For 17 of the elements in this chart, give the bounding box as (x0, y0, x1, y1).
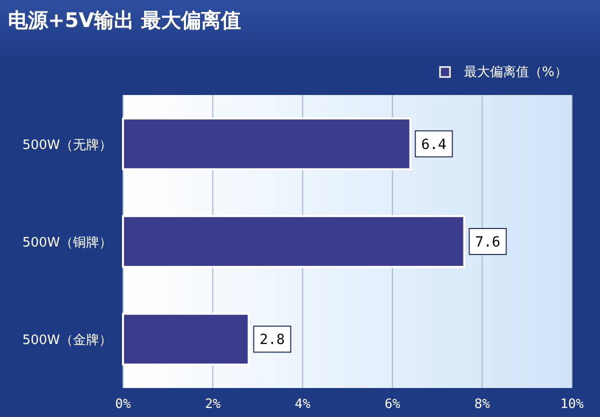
data-label: 7.6 (475, 234, 500, 250)
data-label: 6.4 (421, 136, 447, 153)
x-tick-label: 8% (474, 397, 490, 412)
x-tick-label: 0% (115, 397, 131, 412)
x-tick-label: 4% (294, 397, 311, 412)
x-tick-label: 6% (384, 397, 400, 412)
legend-label: 最大偏离值（%） (464, 64, 568, 80)
data-label: 2.8 (260, 332, 285, 348)
x-tick-label: 2% (204, 397, 221, 412)
y-tick-label: 500W（无牌） (22, 138, 112, 153)
bar (122, 215, 466, 268)
x-tick-label: 10% (560, 397, 584, 412)
bar (122, 117, 412, 170)
y-tick-label: 500W（铜牌） (22, 236, 112, 250)
chart-title: 电源+5V输出 最大偏离值 (8, 8, 242, 32)
bar (122, 312, 250, 366)
y-tick-label: 500W（金牌） (22, 333, 112, 348)
